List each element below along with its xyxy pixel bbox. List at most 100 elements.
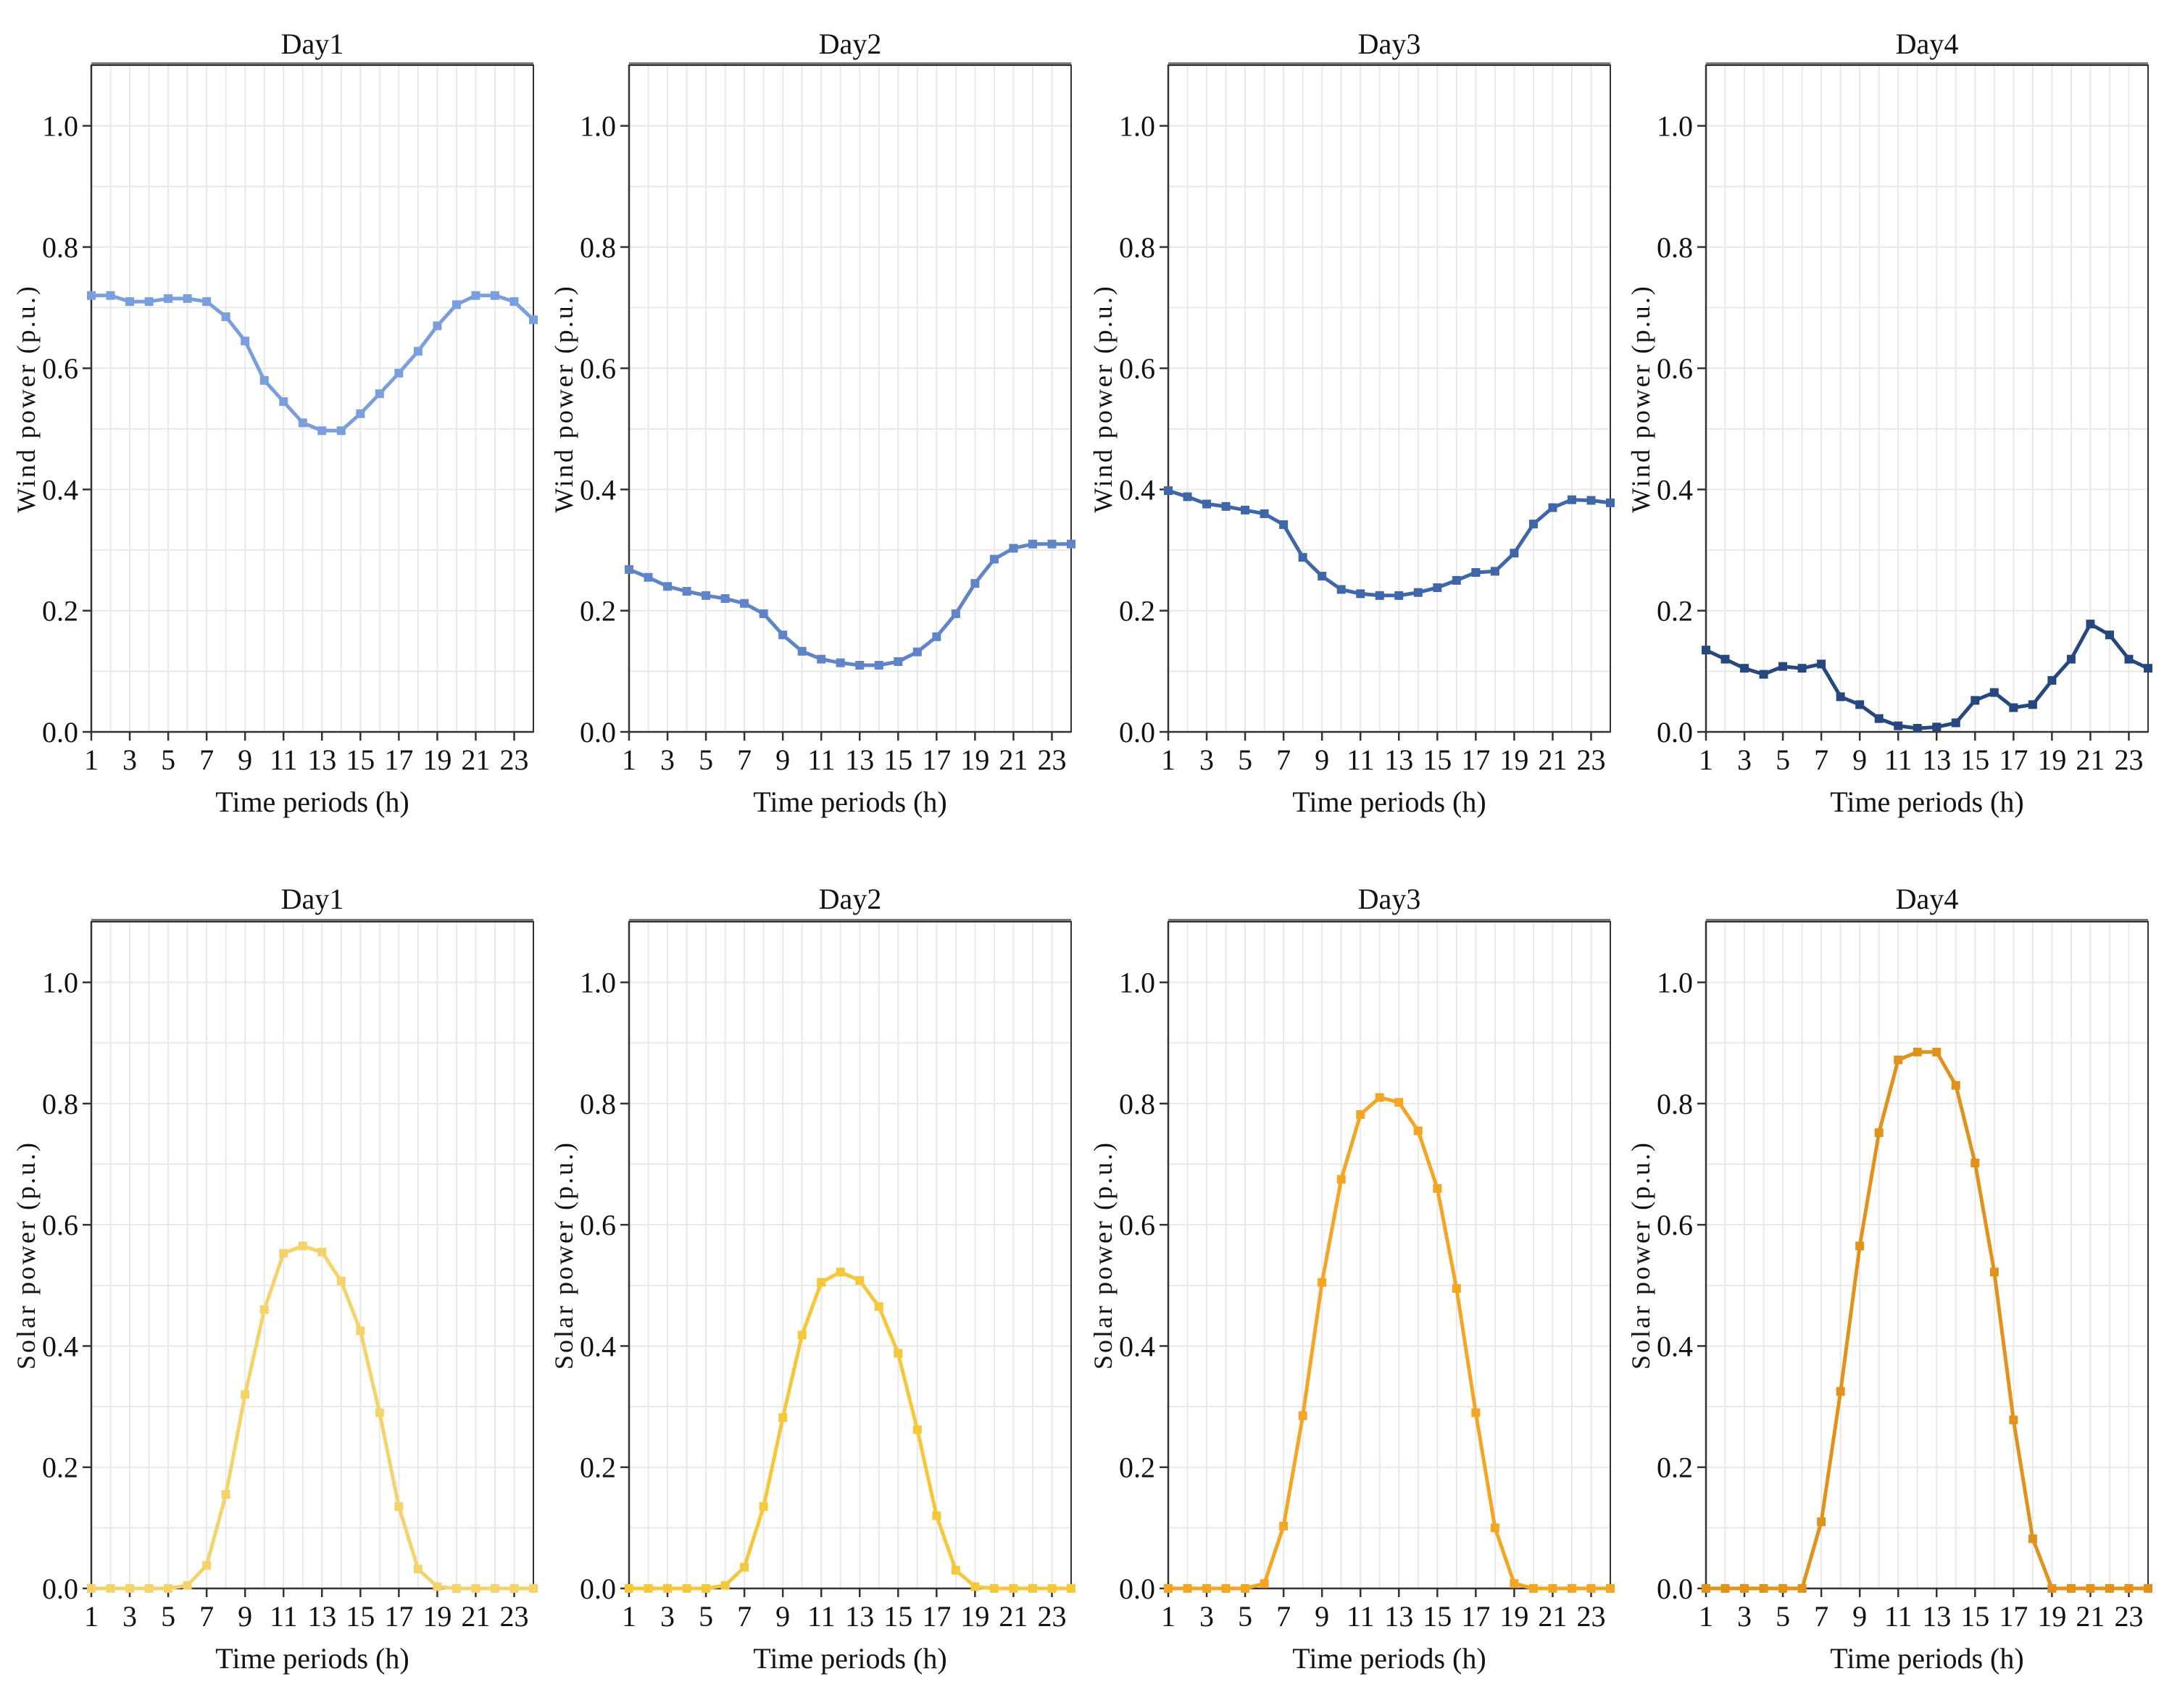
data-point: [1586, 496, 1596, 505]
y-tick-label: 0.6: [580, 1209, 616, 1241]
data-point: [874, 1302, 883, 1312]
x-tick-label: 3: [1737, 743, 1752, 776]
data-point: [471, 291, 480, 300]
x-tick-label: 15: [1423, 743, 1452, 776]
y-tick-label: 0.0: [1657, 716, 1693, 749]
x-tick-label: 9: [1852, 1600, 1867, 1633]
y-tick-label: 0.4: [1119, 473, 1155, 506]
y-tick-label: 0.8: [1657, 1088, 1693, 1120]
data-point: [1394, 1098, 1404, 1107]
data-point: [125, 1584, 135, 1593]
x-tick-label: 9: [1315, 1600, 1329, 1633]
data-point: [87, 1584, 96, 1593]
data-point: [106, 1584, 115, 1593]
y-tick-label: 0.8: [580, 231, 616, 264]
data-point: [490, 1584, 499, 1593]
x-tick-label: 23: [2114, 1600, 2143, 1633]
x-tick-label: 5: [699, 1600, 713, 1633]
data-point: [2124, 654, 2134, 664]
data-point: [1298, 1411, 1307, 1420]
y-tick-label: 0.2: [42, 1451, 78, 1484]
data-point: [2009, 1415, 2018, 1425]
title-strip: [91, 881, 533, 922]
data-point: [1298, 553, 1307, 562]
data-point: [375, 1408, 384, 1417]
data-point: [2086, 1584, 2095, 1593]
data-point: [221, 312, 230, 322]
data-point: [2086, 620, 2095, 629]
data-point: [1067, 539, 1075, 549]
x-tick-label: 7: [737, 743, 752, 776]
data-point: [1720, 654, 1730, 664]
y-axis-label: Solar power (p.u.): [12, 1141, 41, 1370]
data-point: [433, 1582, 442, 1591]
x-tick-label: 13: [307, 743, 336, 776]
x-axis-label: Time periods (h): [1292, 1642, 1486, 1675]
data-point: [720, 1580, 730, 1590]
data-point: [625, 565, 633, 574]
x-tick-label: 3: [122, 743, 137, 776]
x-tick-label: 3: [122, 1600, 137, 1633]
x-tick-label: 5: [161, 1600, 175, 1633]
x-tick-label: 23: [1576, 743, 1605, 776]
x-tick-label: 23: [499, 1600, 528, 1633]
data-point: [144, 1584, 154, 1593]
data-point: [989, 1584, 999, 1593]
data-point: [394, 1502, 404, 1512]
x-tick-label: 1: [622, 1600, 636, 1633]
x-tick-label: 21: [461, 1600, 490, 1633]
x-tick-label: 21: [2076, 743, 2105, 776]
data-point: [1702, 1584, 1710, 1593]
data-point: [1028, 539, 1037, 549]
x-tick-label: 15: [1960, 1600, 1989, 1633]
x-tick-label: 5: [1776, 743, 1790, 776]
data-point: [164, 1584, 173, 1593]
data-point: [1817, 659, 1826, 669]
data-point: [1548, 503, 1557, 512]
data-point: [1606, 498, 1615, 507]
data-point: [1817, 1517, 1826, 1526]
y-tick-label: 0.4: [42, 473, 78, 506]
x-tick-label: 7: [737, 1600, 752, 1633]
y-tick-label: 0.2: [42, 595, 78, 628]
data-point: [1855, 700, 1865, 709]
data-point: [1318, 1278, 1327, 1287]
data-point: [106, 291, 115, 300]
data-point: [932, 632, 941, 641]
x-tick-label: 1: [1699, 743, 1713, 776]
x-tick-label: 1: [622, 743, 636, 776]
x-tick-label: 19: [1499, 1600, 1528, 1633]
data-point: [1471, 1408, 1481, 1417]
data-point: [874, 661, 883, 670]
x-tick-label: 5: [1238, 743, 1252, 776]
x-tick-label: 19: [960, 743, 989, 776]
x-axis-label: Time periods (h): [753, 786, 946, 818]
y-tick-label: 0.0: [42, 716, 78, 749]
data-point: [87, 291, 96, 300]
data-point: [1913, 1047, 1922, 1057]
data-point: [1951, 718, 1960, 728]
y-tick-label: 0.2: [1119, 595, 1155, 628]
y-tick-label: 1.0: [580, 967, 616, 999]
data-point: [1009, 543, 1018, 553]
plot-area: [629, 922, 1071, 1588]
data-point: [1951, 1080, 1960, 1090]
y-tick-label: 0.4: [1657, 473, 1693, 506]
x-tick-label: 7: [1276, 743, 1291, 776]
x-tick-label: 13: [845, 743, 874, 776]
data-point: [1720, 1584, 1730, 1593]
data-point: [2066, 654, 2076, 664]
data-point: [336, 426, 346, 436]
x-tick-label: 21: [2076, 1600, 2105, 1633]
x-tick-label: 3: [1199, 743, 1214, 776]
x-tick-label: 15: [1423, 1600, 1452, 1633]
data-point: [702, 1584, 711, 1593]
y-tick-label: 0.8: [1119, 231, 1155, 264]
x-tick-label: 3: [1199, 1600, 1214, 1633]
data-point: [1375, 591, 1384, 600]
y-tick-label: 0.6: [1119, 1209, 1155, 1241]
data-point: [2124, 1584, 2134, 1593]
y-tick-label: 0.0: [1657, 1572, 1693, 1605]
